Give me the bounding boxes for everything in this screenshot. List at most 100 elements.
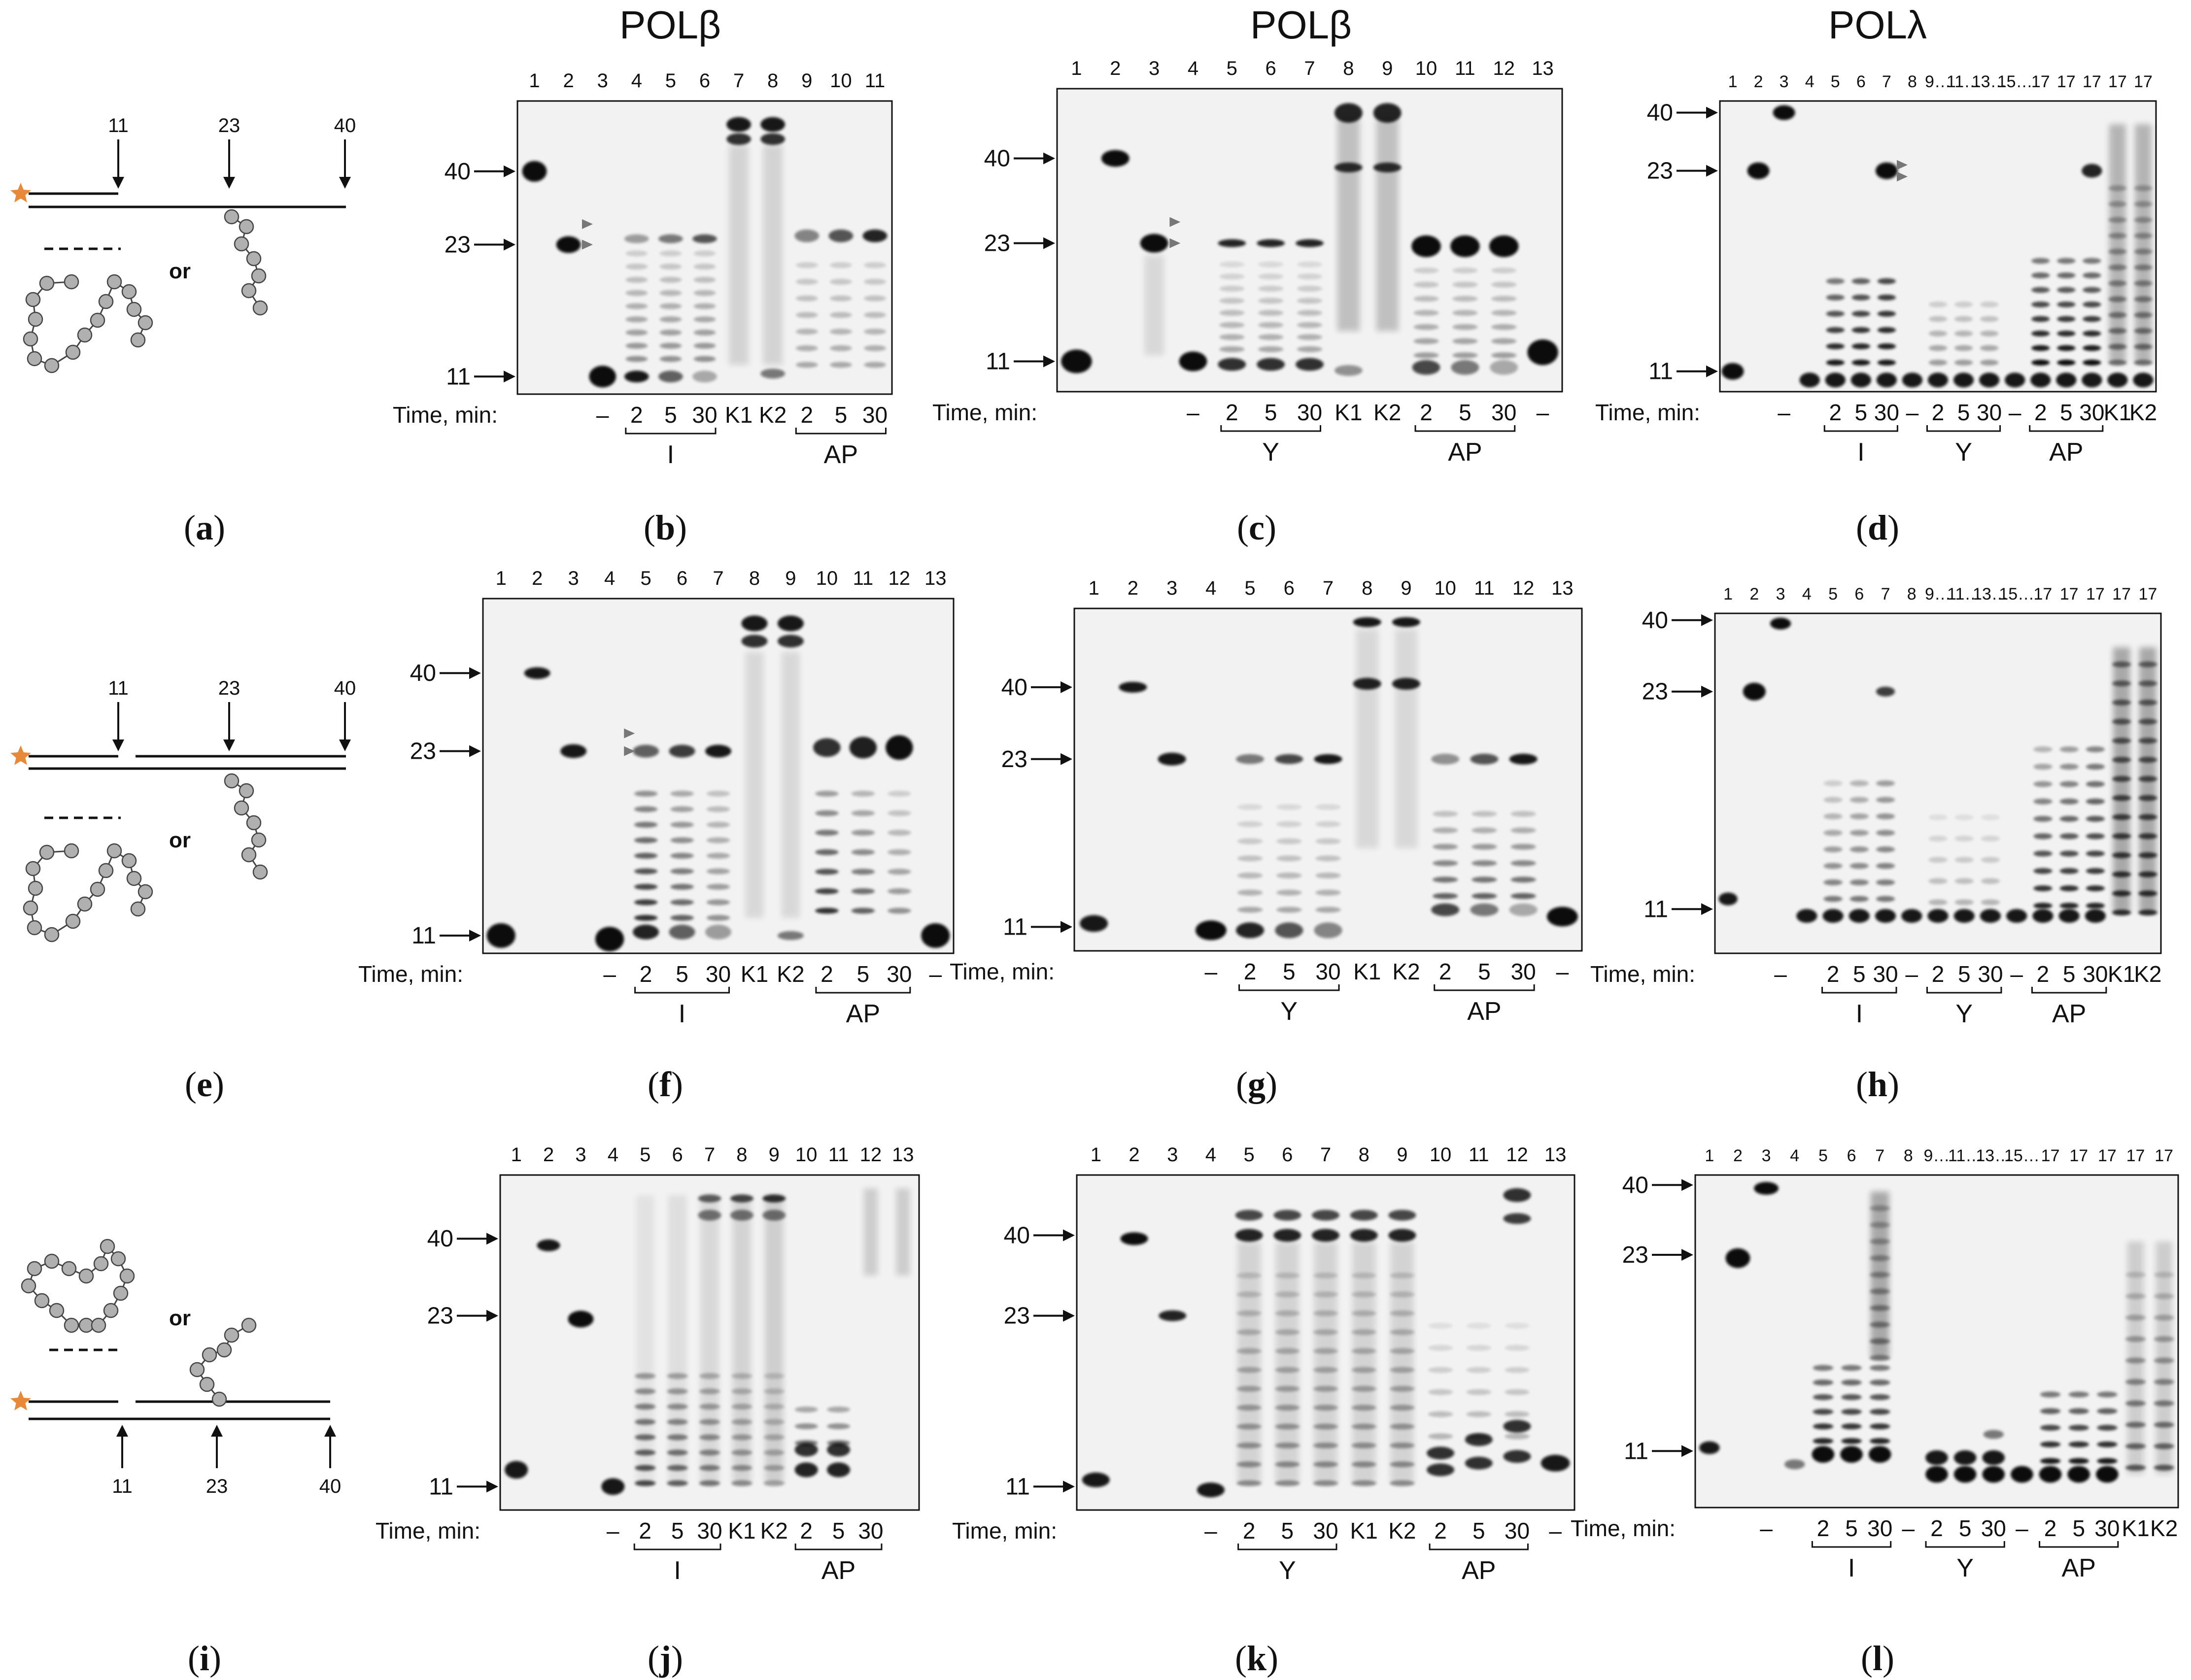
lesion-group-label: Y [1956, 1554, 1974, 1582]
gray-pointer-arrow [1896, 160, 1908, 170]
extension-product-band [763, 1404, 785, 1410]
extension-product-band [2134, 328, 2153, 334]
gel-band [777, 615, 804, 632]
extension-product-band [1275, 1348, 1300, 1354]
control-dash-label: – [2010, 961, 2023, 987]
lane-number: 3 [1167, 1144, 1178, 1166]
extension-product-band [1351, 1461, 1376, 1468]
time-value: 2 [630, 402, 643, 428]
extension-product-band [2134, 296, 2153, 302]
gel-smear [763, 145, 783, 365]
lane-number: 8 [1362, 577, 1372, 599]
lesion-group-label: Y [1955, 438, 1972, 467]
extension-product-band [1981, 814, 2000, 820]
gel-band [1218, 239, 1246, 247]
lesion-group-label: AP [846, 1000, 880, 1028]
size-marker-label: 23 [1001, 746, 1027, 773]
extension-product-band [659, 316, 682, 323]
gel-band [1159, 1310, 1187, 1321]
gel-band [1273, 1210, 1301, 1221]
gel-band [1754, 1182, 1779, 1195]
extension-product-band [1823, 830, 1843, 836]
lane-number: 7 [1881, 585, 1890, 604]
time-value: 30 [2079, 400, 2104, 425]
extension-product-band [829, 295, 852, 302]
extension-product-band [2097, 1458, 2118, 1464]
extension-product-band [2134, 248, 2153, 255]
lane-number: 9 [1397, 1144, 1407, 1166]
extension-product-band [1313, 1273, 1338, 1278]
lane-number: 7 [733, 70, 744, 92]
extension-product-band [1823, 813, 1843, 820]
lane-number: 7 [1882, 72, 1891, 91]
extension-product-band [2154, 1336, 2174, 1342]
gel-band [1490, 360, 1518, 375]
lesion-group-label: AP [1448, 438, 1482, 467]
lane-number: 6 [1284, 577, 1295, 599]
lane-number: 17 [2098, 1146, 2117, 1165]
lane-number: 3 [1780, 72, 1789, 91]
gel-band [1082, 1472, 1110, 1487]
extension-product-band [2154, 1379, 2174, 1385]
gel-band [862, 229, 888, 242]
gel-band [1314, 754, 1342, 764]
position-marker-arrow [223, 739, 235, 751]
extension-product-band [1954, 814, 1974, 820]
time-value: 30 [1315, 959, 1340, 984]
lane-number: 7 [1320, 1144, 1331, 1166]
lane-number: 4 [1805, 72, 1814, 91]
gel-band [1314, 922, 1342, 939]
lane-number: 2 [1749, 585, 1759, 604]
lesion-group-label: I [1857, 438, 1864, 467]
extension-product-band [1297, 322, 1323, 328]
size-marker-arrow [1706, 365, 1718, 377]
extension-product-band [2059, 850, 2079, 857]
gel-band [1431, 903, 1460, 916]
gel-band [1235, 1210, 1263, 1221]
extension-product-band [1869, 1321, 1890, 1328]
time-value: 30 [858, 1518, 883, 1544]
extension-product-band [699, 1388, 720, 1395]
lane-group-bracket [1925, 1541, 2005, 1548]
gel-band [1773, 105, 1795, 120]
extension-product-band [1980, 316, 1999, 322]
extension-product-band [659, 250, 682, 257]
size-marker-arrow [1706, 165, 1718, 177]
gel-smear [781, 652, 800, 918]
panel-letter-k: (k) [1235, 1639, 1278, 1678]
kinase-label: K2 [2150, 1515, 2178, 1541]
gel-band [2039, 1466, 2062, 1483]
time-value: 5 [664, 402, 677, 428]
lane-number: 12 [1506, 1144, 1528, 1166]
extension-product-band [1258, 346, 1284, 352]
gel-band [730, 1210, 753, 1221]
gel-band [2082, 372, 2102, 388]
lane-number: 3 [568, 568, 579, 589]
extension-product-band [2108, 264, 2127, 270]
lane-number: 9 [1401, 577, 1411, 599]
panel-letter-e: (e) [185, 1065, 224, 1104]
lane-group-bracket [794, 1544, 883, 1550]
gel-smear [2135, 124, 2152, 363]
lane-number: 9 [769, 1144, 780, 1166]
extension-product-band [731, 1373, 753, 1379]
time-value: 2 [1932, 400, 1945, 425]
extension-product-band [1275, 1310, 1300, 1316]
extension-product-band [2108, 248, 2127, 255]
extension-product-band [2138, 661, 2157, 668]
extension-product-band [1452, 338, 1478, 344]
extension-product-band [1237, 855, 1263, 862]
time-value: 2 [2034, 400, 2047, 425]
gel-panel-l: 1 2 3 4 5 6 7 8 9…11…13…15… 17 17 17 17 17402311Time,… [1571, 1146, 2179, 1582]
extension-product-band [2057, 272, 2076, 278]
extension-product-band [1841, 1365, 1862, 1371]
control-dash-label: – [607, 1518, 619, 1544]
size-marker-label: 40 [445, 159, 471, 185]
lane-group-bracket [795, 428, 887, 435]
lane-number: 13 [924, 568, 947, 589]
gel-band [794, 229, 820, 242]
extension-product-band [794, 1407, 818, 1412]
extension-product-band [2138, 680, 2157, 687]
lane-number: 17 [2069, 1146, 2088, 1165]
extension-product-band [2154, 1272, 2174, 1278]
